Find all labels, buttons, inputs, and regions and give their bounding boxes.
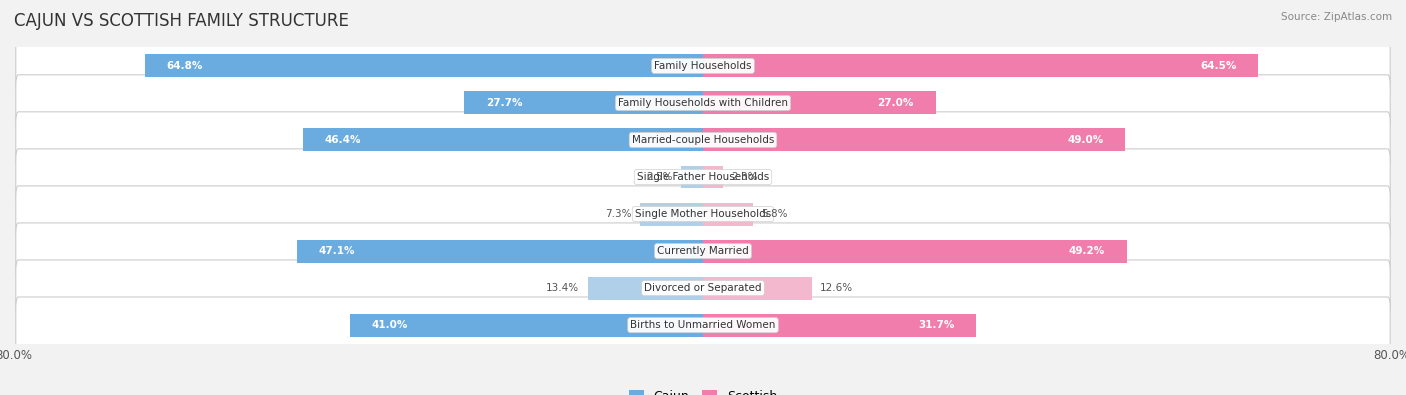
Text: 31.7%: 31.7% <box>918 320 955 330</box>
Text: Family Households: Family Households <box>654 61 752 71</box>
Text: Family Households with Children: Family Households with Children <box>619 98 787 108</box>
Bar <box>350 314 703 337</box>
Text: 46.4%: 46.4% <box>325 135 361 145</box>
Text: CAJUN VS SCOTTISH FAMILY STRUCTURE: CAJUN VS SCOTTISH FAMILY STRUCTURE <box>14 12 349 30</box>
FancyBboxPatch shape <box>15 112 1391 168</box>
Text: Single Mother Households: Single Mother Households <box>636 209 770 219</box>
FancyBboxPatch shape <box>15 260 1391 316</box>
Text: 64.5%: 64.5% <box>1201 61 1237 71</box>
Bar <box>145 55 703 77</box>
Text: 47.1%: 47.1% <box>319 246 356 256</box>
Bar <box>464 92 703 115</box>
Text: 2.3%: 2.3% <box>731 172 758 182</box>
Text: 41.0%: 41.0% <box>371 320 408 330</box>
Text: Source: ZipAtlas.com: Source: ZipAtlas.com <box>1281 12 1392 22</box>
Bar <box>703 203 754 226</box>
Bar <box>703 55 1258 77</box>
Bar <box>298 240 703 263</box>
Text: 49.2%: 49.2% <box>1069 246 1105 256</box>
Text: 13.4%: 13.4% <box>546 283 579 293</box>
Bar <box>588 276 703 299</box>
Bar <box>703 276 811 299</box>
FancyBboxPatch shape <box>15 38 1391 94</box>
Text: 27.0%: 27.0% <box>877 98 914 108</box>
FancyBboxPatch shape <box>15 149 1391 205</box>
Text: 64.8%: 64.8% <box>166 61 202 71</box>
Bar <box>640 203 703 226</box>
Text: Births to Unmarried Women: Births to Unmarried Women <box>630 320 776 330</box>
Text: 5.8%: 5.8% <box>762 209 787 219</box>
Text: 2.5%: 2.5% <box>647 172 673 182</box>
FancyBboxPatch shape <box>15 75 1391 131</box>
Text: 27.7%: 27.7% <box>486 98 523 108</box>
Bar <box>703 314 976 337</box>
Bar <box>682 166 703 188</box>
Text: Currently Married: Currently Married <box>657 246 749 256</box>
FancyBboxPatch shape <box>15 223 1391 279</box>
Bar <box>703 240 1126 263</box>
Text: 49.0%: 49.0% <box>1067 135 1104 145</box>
Bar <box>703 166 723 188</box>
Bar <box>304 128 703 151</box>
FancyBboxPatch shape <box>15 297 1391 353</box>
Legend: Cajun, Scottish: Cajun, Scottish <box>628 389 778 395</box>
Text: Married-couple Households: Married-couple Households <box>631 135 775 145</box>
FancyBboxPatch shape <box>15 186 1391 242</box>
Text: Divorced or Separated: Divorced or Separated <box>644 283 762 293</box>
Bar <box>703 92 935 115</box>
Text: 7.3%: 7.3% <box>605 209 631 219</box>
Bar <box>703 128 1125 151</box>
Text: Single Father Households: Single Father Households <box>637 172 769 182</box>
Text: 12.6%: 12.6% <box>820 283 853 293</box>
